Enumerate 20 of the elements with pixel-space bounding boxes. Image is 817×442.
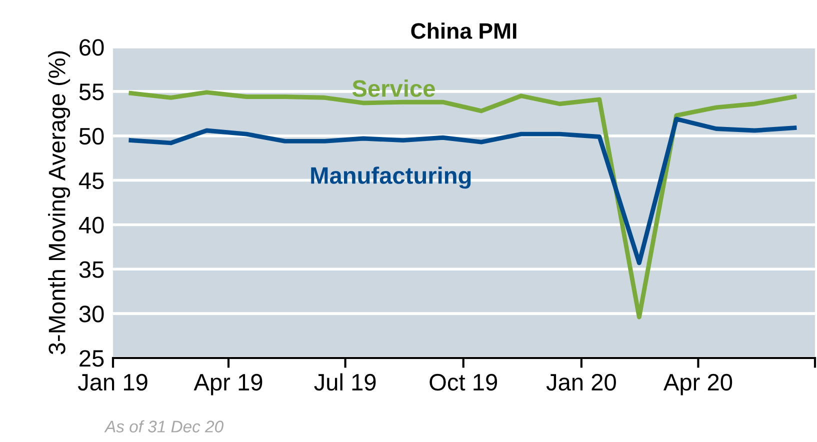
x-tick-label: Jan 19 <box>78 374 148 391</box>
series-label: Manufacturing <box>311 166 471 189</box>
text: As of 31 Dec 20 <box>104 420 224 432</box>
x-tick-label: Apr 20 <box>663 374 732 396</box>
y-tick-label: 50 <box>79 128 104 145</box>
x-tick-label: Apr 19 <box>194 374 262 396</box>
y-tick-label: 25 <box>80 350 104 367</box>
chart-title: China PMI <box>411 22 516 39</box>
x-tick-label: Jul 19 <box>314 373 376 391</box>
x-tick-label: Oct 19 <box>430 374 498 391</box>
series-label: Service <box>352 80 435 97</box>
line-series <box>128 116 797 266</box>
y-tick-label: 40 <box>78 216 104 234</box>
y-tick-label: 35 <box>79 261 104 278</box>
y-axis-title: 3-Month Moving Average (%) <box>48 51 70 354</box>
y-tick-label: 55 <box>79 84 104 100</box>
x-tick-label: Jan 20 <box>546 374 616 391</box>
y-tick-label: 60 <box>80 39 104 56</box>
y-tick-label: 45 <box>78 172 104 190</box>
y-tick-label: 30 <box>79 306 104 322</box>
